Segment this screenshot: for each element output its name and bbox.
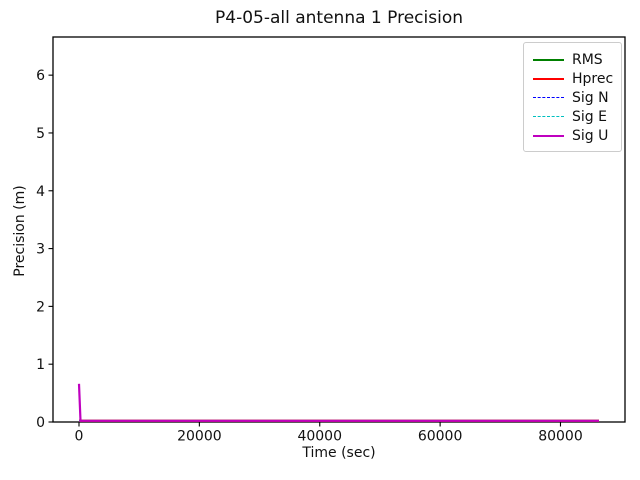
axes-spines xyxy=(52,36,626,423)
x-tick-label: 40000 xyxy=(297,429,342,445)
y-tick-label: 0 xyxy=(36,415,45,431)
legend-item-sig-e: Sig E xyxy=(533,107,613,126)
legend-label: Sig N xyxy=(572,89,609,106)
legend-label: Sig U xyxy=(572,127,609,144)
legend-item-rms: RMS xyxy=(533,50,613,69)
legend-item-hprec: Hprec xyxy=(533,69,613,88)
rms-line-sample-icon xyxy=(533,58,564,61)
sig-e-line-sample-icon xyxy=(533,116,564,117)
y-tick-label: 2 xyxy=(36,299,45,315)
legend-item-sig-u: Sig U xyxy=(533,126,613,145)
x-tick-label: 80000 xyxy=(538,429,583,445)
legend-label: Sig E xyxy=(572,108,607,125)
x-tick-label: 0 xyxy=(75,429,84,445)
hprec-line-sample-icon xyxy=(533,77,564,80)
x-axis-label: Time (sec) xyxy=(302,445,376,461)
x-tick-label: 20000 xyxy=(177,429,222,445)
legend-label: RMS xyxy=(572,51,603,68)
sig-n-line-sample-icon xyxy=(533,97,564,98)
y-axis-label: Precision (m) xyxy=(12,185,28,277)
y-tick-label: 4 xyxy=(36,184,45,200)
sig-u-line-sample-icon xyxy=(533,134,564,137)
legend-label: Hprec xyxy=(572,70,614,87)
y-tick-label: 6 xyxy=(36,68,45,84)
legend: RMS Hprec Sig N Sig E Sig U xyxy=(523,42,622,152)
y-tick-label: 5 xyxy=(36,126,45,142)
y-tick-label: 1 xyxy=(36,357,45,373)
series-line-sig-u xyxy=(77,383,599,422)
x-tick-label: 60000 xyxy=(418,429,463,445)
y-tick-label: 3 xyxy=(36,242,45,258)
chart-title: P4-05-all antenna 1 Precision xyxy=(215,8,463,28)
legend-item-sig-n: Sig N xyxy=(533,88,613,107)
